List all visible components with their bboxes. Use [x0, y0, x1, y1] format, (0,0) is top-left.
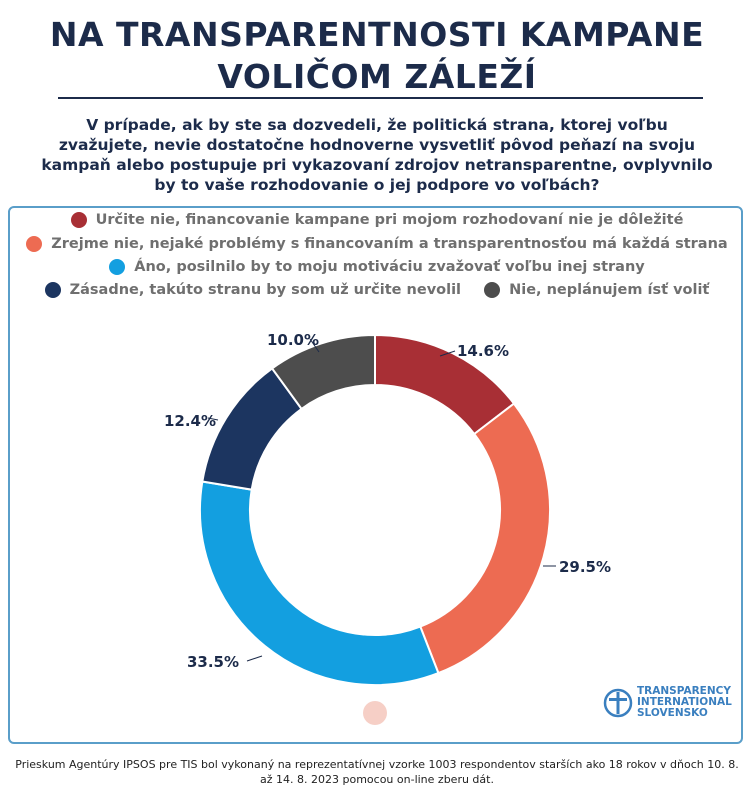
logo-line-1: TRANSPARENCY: [637, 685, 731, 697]
donut-slice-2: [418, 402, 551, 675]
ti-logo-icon: [603, 688, 633, 717]
legend-label-3: Áno, posilnilo by to moju motiváciu zvaž…: [134, 259, 645, 275]
donut-slice-3: [199, 480, 440, 686]
legend-item-3: Áno, posilnilo by to moju motiváciu zvaž…: [109, 259, 645, 275]
title-line-2: VOLIČOM ZÁLEŽÍ: [217, 57, 537, 96]
legend-item-1: Určite nie, financovanie kampane pri moj…: [70, 212, 684, 228]
logo-line-3: SLOVENSKO: [637, 707, 708, 719]
chart-panel: [8, 206, 743, 744]
data-label-1: 14.6%: [457, 342, 509, 360]
legend-dot-4: [44, 282, 61, 298]
legend-item-2: Zrejme nie, nejaké problémy s financovan…: [26, 236, 728, 252]
legend-dot-1: [70, 212, 87, 228]
legend-row-4: Zásadne, takúto stranu by som už určite …: [0, 282, 754, 302]
data-label-5: 10.0%: [267, 331, 319, 349]
data-label-2: 29.5%: [559, 558, 611, 576]
legend-row-2: Zrejme nie, nejaké problémy s financovan…: [0, 236, 754, 256]
page-title: NA TRANSPARENTNOSTI KAMPANE VOLIČOM ZÁLE…: [0, 14, 754, 98]
legend-dot-2: [26, 236, 43, 252]
footer-note: Prieskum Agentúry IPSOS pre TIS bol vyko…: [15, 758, 739, 786]
legend-label-4: Zásadne, takúto stranu by som už určite …: [69, 282, 462, 298]
logo-line-2: INTERNATIONAL: [637, 696, 732, 708]
legend-label-5: Nie, neplánujem ísť voliť: [509, 282, 710, 298]
legend-row-3: Áno, posilnilo by to moju motiváciu zvaž…: [0, 259, 754, 279]
ti-slovensko-logo: TRANSPARENCY INTERNATIONAL SLOVENSKO: [603, 686, 732, 719]
title-line-1: NA TRANSPARENTNOSTI KAMPANE: [49, 15, 705, 54]
leader-line-4: [207, 417, 219, 421]
legend-label-2: Zrejme nie, nejaké problémy s financovan…: [51, 236, 728, 252]
legend-dot-5: [484, 282, 501, 298]
legend-row-1: Určite nie, financovanie kampane pri moj…: [0, 212, 754, 232]
legend-label-1: Určite nie, financovanie kampane pri moj…: [95, 212, 684, 228]
data-label-3: 33.5%: [187, 653, 239, 671]
legend-dot-3: [109, 259, 126, 275]
watermark-icon: [363, 701, 387, 725]
legend-item-5: Nie, neplánujem ísť voliť: [484, 282, 709, 298]
leader-line-1: [439, 350, 456, 357]
donut-slice-5: [270, 333, 376, 411]
logo-text: TRANSPARENCY INTERNATIONAL SLOVENSKO: [637, 686, 732, 719]
survey-question: V prípade, ak by ste sa dozvedeli, že po…: [41, 116, 713, 194]
title-divider: [58, 97, 703, 99]
leader-line-3: [246, 655, 263, 662]
legend-item-4: Zásadne, takúto stranu by som už určite …: [44, 282, 462, 298]
leader-line-5: [309, 338, 320, 353]
data-label-4: 12.4%: [164, 412, 216, 430]
